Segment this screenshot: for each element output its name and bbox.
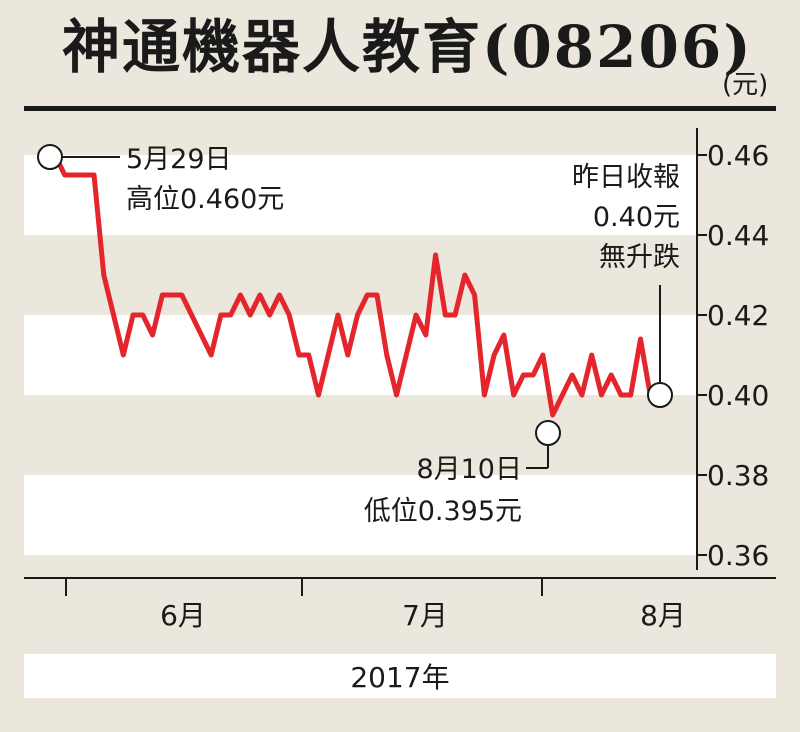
y-tick-label: 0.46 — [707, 139, 769, 172]
low-marker — [535, 420, 561, 446]
last-label-line1: 昨日收報 — [572, 162, 680, 193]
series-line — [52, 153, 660, 418]
last-label-line2: 0.40元 — [593, 202, 680, 233]
y-tick-label: 0.44 — [707, 219, 769, 252]
last-marker — [647, 382, 673, 408]
x-tick-label: 7月 — [402, 599, 448, 632]
high-date-label: 5月29日 — [126, 144, 232, 175]
y-tick-label: 0.36 — [707, 539, 769, 572]
low-date-label: 8月10日 — [416, 454, 522, 485]
high-marker — [37, 144, 63, 170]
title-rule — [24, 106, 776, 111]
y-tick-label: 0.42 — [707, 299, 769, 332]
y-tick-label: 0.40 — [707, 379, 769, 412]
chart-title: 神通機器人教育(08206) — [62, 13, 753, 81]
low-value-label: 低位0.395元 — [364, 496, 522, 527]
last-label-line3: 無升跌 — [599, 242, 680, 273]
high-value-label: 高位0.460元 — [126, 184, 284, 215]
grid-band — [24, 155, 697, 235]
unit-label: (元) — [722, 70, 769, 100]
x-tick-label: 6月 — [160, 599, 206, 632]
x-tick-label: 8月 — [640, 599, 686, 632]
y-tick-label: 0.38 — [707, 459, 769, 492]
grid-band — [24, 475, 697, 555]
x-axis-title: 2017年 — [24, 654, 776, 698]
